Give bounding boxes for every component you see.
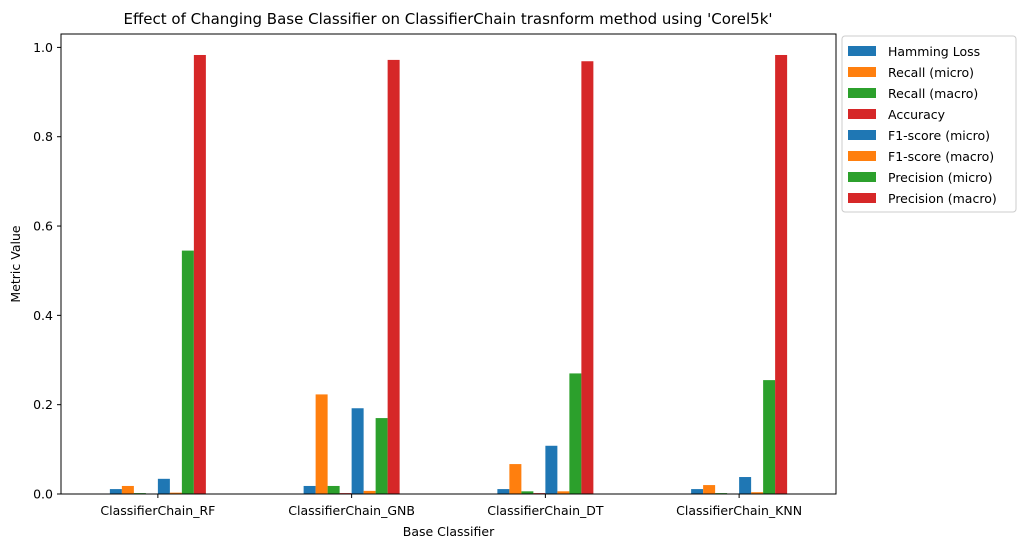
bar — [691, 489, 704, 494]
legend-swatch — [848, 109, 876, 119]
bar — [581, 61, 594, 495]
bar — [387, 59, 400, 494]
legend-label: Recall (macro) — [888, 86, 978, 101]
bar — [327, 485, 340, 494]
bar — [109, 489, 122, 494]
y-tick-label: 0.8 — [33, 129, 53, 144]
legend-swatch — [848, 130, 876, 140]
x-tick-label: ClassifierChain_GNB — [288, 503, 415, 518]
bar — [569, 373, 582, 494]
legend-label: Precision (macro) — [888, 191, 997, 206]
legend-swatch — [848, 151, 876, 161]
legend-swatch — [848, 46, 876, 56]
bar — [181, 250, 194, 494]
y-tick-label: 0.4 — [33, 308, 53, 323]
x-tick-label: ClassifierChain_KNN — [676, 503, 802, 518]
bars — [109, 54, 788, 495]
legend-swatch — [848, 193, 876, 203]
bar — [375, 418, 388, 494]
bar — [545, 445, 558, 494]
chart-title: Effect of Changing Base Classifier on Cl… — [123, 10, 772, 28]
bar — [157, 478, 170, 494]
legend-swatch — [848, 67, 876, 77]
legend-box — [841, 35, 1017, 213]
y-tick-label: 0.6 — [33, 219, 53, 234]
legend: Hamming Loss Recall (micro) Recall (macro)… — [841, 35, 1017, 213]
bar — [121, 485, 134, 494]
x-tick-label: ClassifierChain_DT — [487, 503, 604, 518]
bar — [509, 464, 522, 494]
y-tick-label: 0.0 — [33, 487, 53, 502]
legend-swatch — [848, 172, 876, 182]
bar — [521, 491, 534, 494]
legend-label: Hamming Loss — [888, 44, 980, 59]
legend-label: F1-score (macro) — [888, 149, 994, 164]
bar — [169, 492, 182, 494]
bar — [557, 491, 570, 494]
y-tick-label: 1.0 — [33, 40, 53, 55]
x-axis: ClassifierChain_RF ClassifierChain_GNB Cla… — [100, 494, 802, 518]
y-tick-label: 0.2 — [33, 397, 53, 412]
x-tick-label: ClassifierChain_RF — [100, 503, 215, 518]
legend-label: Accuracy — [888, 107, 946, 122]
bar — [497, 489, 510, 494]
bar — [763, 380, 776, 494]
plot-frame — [60, 33, 837, 495]
bar — [303, 485, 316, 494]
bar — [703, 485, 716, 494]
y-axis: 0.0 0.2 0.4 0.6 0.8 1.0 — [33, 40, 61, 502]
legend-swatch — [848, 88, 876, 98]
bar — [193, 54, 206, 494]
bar — [315, 394, 328, 494]
legend-label: Recall (micro) — [888, 65, 974, 80]
y-axis-label: Metric Value — [8, 225, 23, 302]
legend-label: Precision (micro) — [888, 170, 993, 185]
bar — [775, 54, 788, 494]
legend-label: F1-score (micro) — [888, 128, 990, 143]
x-axis-label: Base Classifier — [403, 524, 495, 539]
bar — [739, 477, 752, 494]
bar — [363, 490, 376, 494]
bar — [751, 492, 764, 494]
bar — [351, 408, 364, 494]
